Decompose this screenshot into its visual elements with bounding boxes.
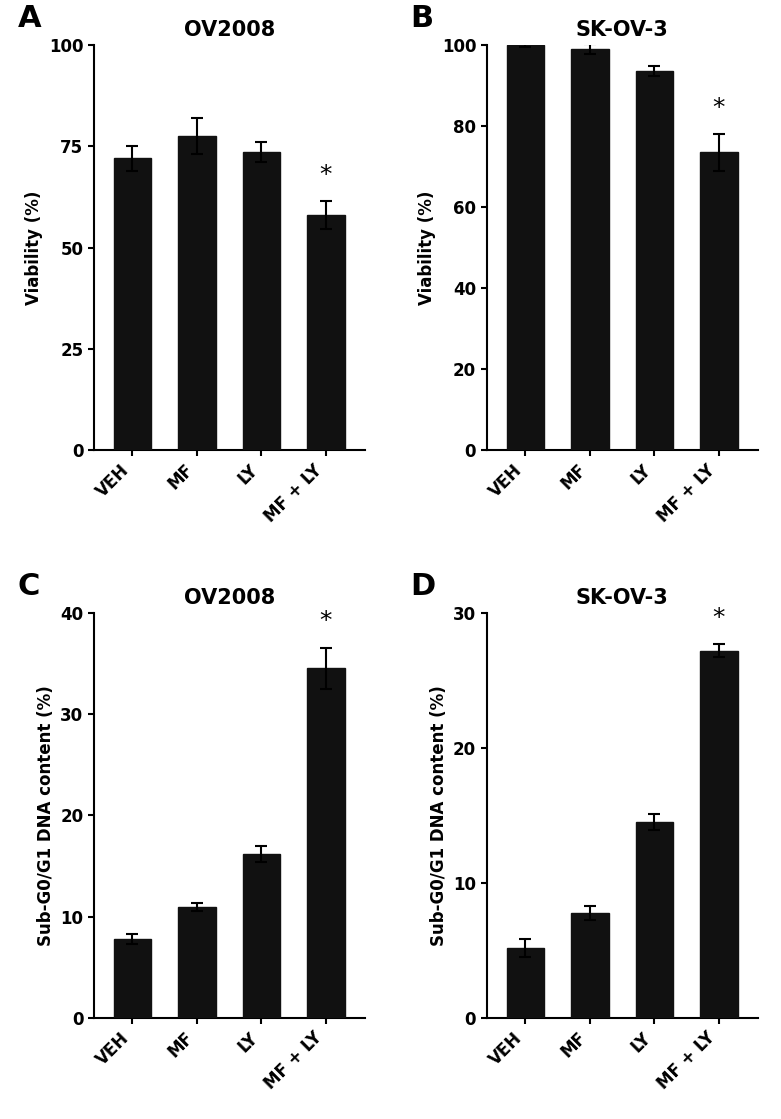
Bar bbox=[307, 215, 344, 451]
Text: B: B bbox=[411, 4, 434, 34]
Bar bbox=[700, 650, 737, 1018]
Bar bbox=[507, 948, 544, 1018]
Bar bbox=[243, 152, 280, 451]
Bar bbox=[307, 668, 344, 1018]
Bar bbox=[178, 906, 216, 1018]
Bar bbox=[636, 72, 673, 451]
Y-axis label: Viability (%): Viability (%) bbox=[25, 190, 43, 304]
Bar bbox=[636, 822, 673, 1018]
Text: *: * bbox=[319, 609, 332, 633]
Title: SK-OV-3: SK-OV-3 bbox=[576, 20, 669, 40]
Bar bbox=[700, 152, 737, 451]
Title: OV2008: OV2008 bbox=[184, 20, 275, 40]
Bar bbox=[114, 158, 152, 451]
Title: OV2008: OV2008 bbox=[184, 589, 275, 609]
Bar bbox=[243, 854, 280, 1018]
Text: *: * bbox=[713, 96, 725, 120]
Text: A: A bbox=[18, 4, 41, 34]
Text: *: * bbox=[319, 162, 332, 187]
Title: SK-OV-3: SK-OV-3 bbox=[576, 589, 669, 609]
Text: C: C bbox=[18, 572, 41, 601]
Bar bbox=[114, 939, 152, 1018]
Bar bbox=[507, 45, 544, 451]
Y-axis label: Viability (%): Viability (%) bbox=[418, 190, 436, 304]
Bar bbox=[571, 913, 608, 1018]
Bar bbox=[178, 137, 216, 451]
Bar bbox=[571, 49, 608, 451]
Text: *: * bbox=[713, 606, 725, 630]
Text: D: D bbox=[411, 572, 436, 601]
Y-axis label: Sub-G0/G1 DNA content (%): Sub-G0/G1 DNA content (%) bbox=[37, 685, 55, 946]
Y-axis label: Sub-G0/G1 DNA content (%): Sub-G0/G1 DNA content (%) bbox=[430, 685, 448, 946]
